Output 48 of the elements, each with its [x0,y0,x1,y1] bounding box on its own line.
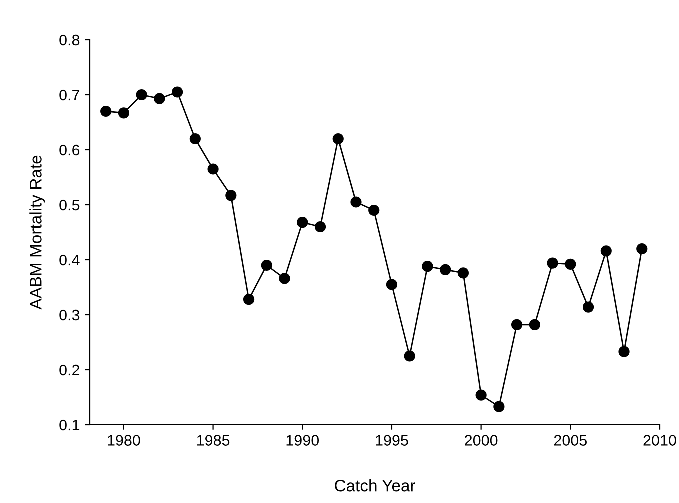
point [172,86,184,98]
point [261,260,272,272]
y-tick-label: 0.4 [60,254,80,266]
point [636,243,648,255]
x-tick-label: 1995 [376,435,408,446]
x-tick-label: 2010 [644,435,676,446]
point [243,294,255,306]
point [297,217,308,228]
point [582,302,594,313]
point [226,190,237,202]
point [458,268,470,279]
point [190,133,201,145]
y-tick-label: 0.1 [60,420,80,431]
point [529,319,540,330]
point [494,401,505,412]
y-tick-label: 0.8 [60,34,80,46]
y-axis-title: AABM Mortality Rate [30,156,46,310]
point [386,279,398,290]
point [332,133,344,145]
x-tick-label: 1990 [286,435,320,446]
point [279,273,290,284]
y-tick-label: 0.3 [60,310,80,321]
y-tick-label: 0.6 [60,144,80,156]
point [208,164,219,175]
point [618,346,630,358]
point [600,246,612,257]
point [350,196,362,208]
y-tick-label: 0.5 [60,200,80,211]
point [118,108,130,119]
x-tick-label: 1980 [108,435,140,446]
point [154,93,166,104]
point [100,106,112,118]
x-tick-label: 2005 [554,435,588,446]
y-tick-label: 0.2 [60,364,80,376]
point [314,221,326,233]
point [136,89,148,101]
x-tick-label: 1985 [197,435,230,446]
y-tick-label: 0.7 [60,90,80,101]
point [511,319,523,330]
point [368,204,380,216]
x-axis-title: Catch Year [335,480,416,492]
point [476,390,487,401]
point [440,264,452,276]
point [565,258,576,270]
x-tick-label: 2000 [465,435,498,446]
point [547,258,558,269]
point [404,350,416,362]
point [422,261,434,272]
